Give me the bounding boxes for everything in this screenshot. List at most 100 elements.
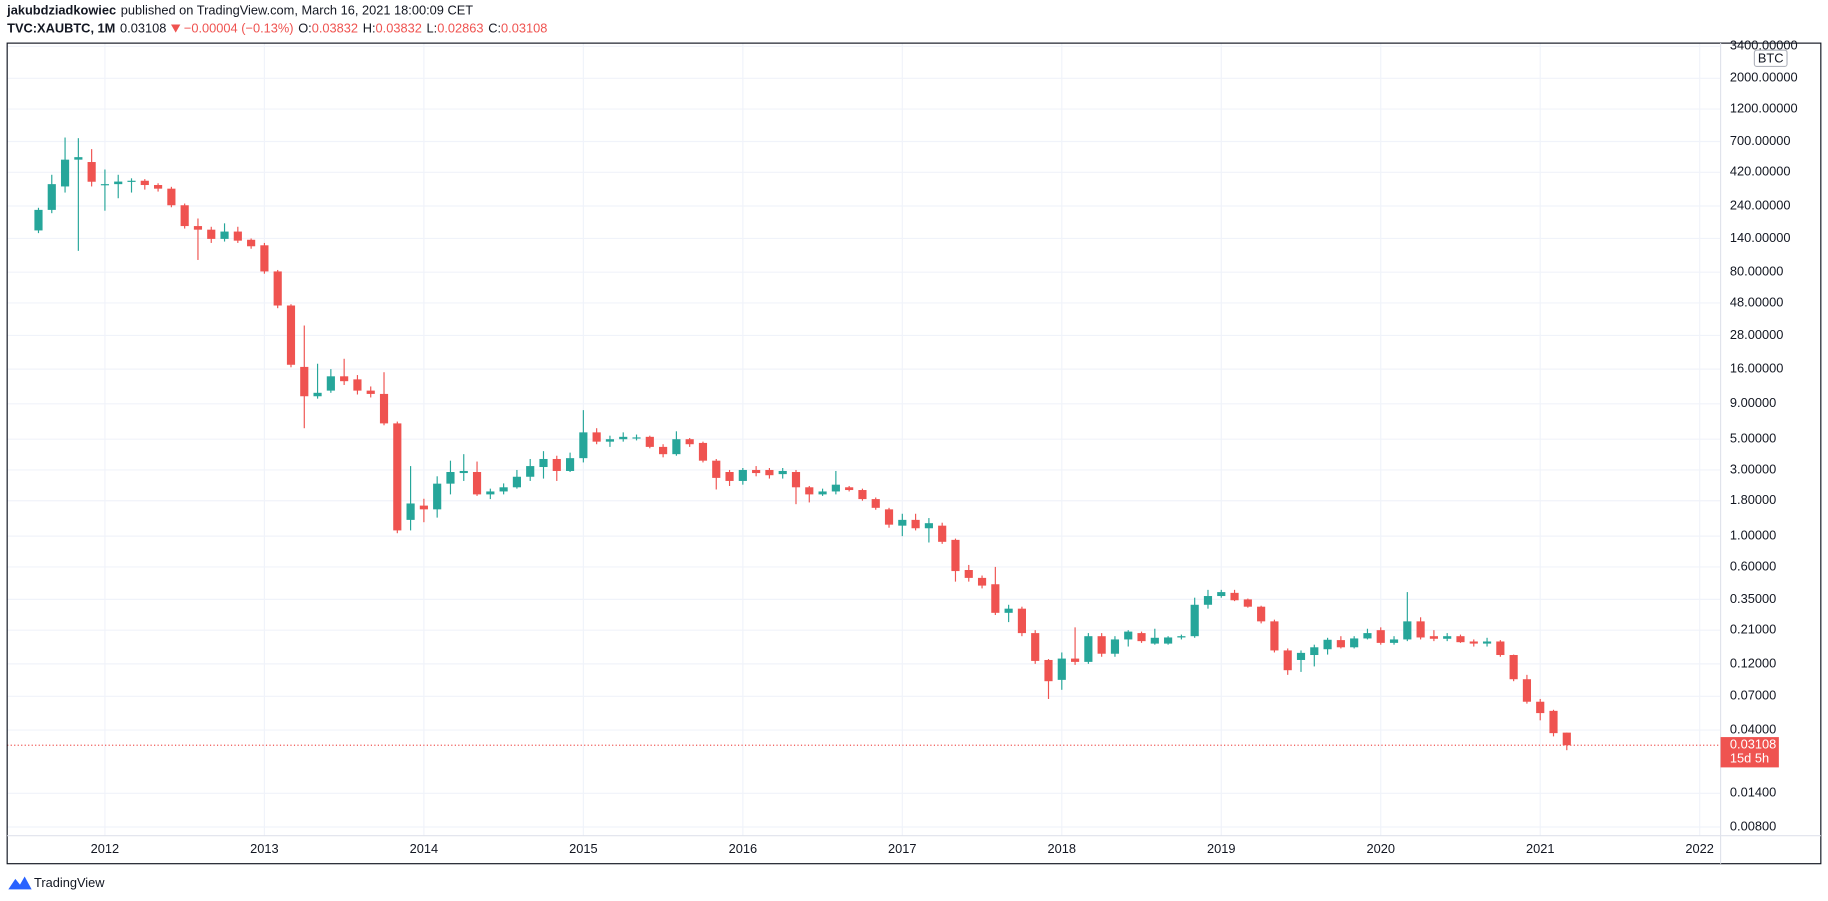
candle-body [672, 439, 681, 455]
candle-body [977, 577, 987, 586]
candle-body [1097, 636, 1106, 654]
candle-body [805, 487, 814, 495]
candle-body [74, 157, 83, 160]
legend-item: 0.03108 [120, 21, 166, 36]
candle-body [685, 439, 694, 445]
publish-line: jakubdziadkowiec published on TradingView… [6, 3, 473, 18]
candle-body [1429, 636, 1438, 639]
candle-body [114, 181, 123, 185]
x-tick-label: 2020 [1366, 841, 1395, 856]
legend-item: H: [363, 21, 376, 36]
candle-body [1443, 636, 1452, 639]
y-tick-label: 0.21000 [1730, 622, 1776, 637]
legend-item: TVC:XAUBTC, 1M [7, 21, 115, 36]
candle-body [898, 519, 907, 526]
legend-item: O: [298, 21, 312, 36]
y-tick-label: 2000.00000 [1730, 70, 1798, 85]
legend-item: C: [488, 21, 501, 36]
candle-body [1203, 596, 1213, 605]
candle-body [831, 484, 840, 492]
brand-name[interactable]: TradingView [34, 875, 105, 890]
y-tick-label: 5.00000 [1730, 431, 1776, 446]
candle-body [419, 505, 428, 510]
candle-body [818, 491, 827, 495]
candle-body [1350, 638, 1359, 648]
candle-body [326, 376, 335, 391]
candle-body [247, 239, 256, 247]
candle-body [1376, 630, 1385, 643]
candle-body [1177, 636, 1186, 638]
candle-body [592, 432, 601, 442]
candle-body [1283, 650, 1292, 671]
grid [7, 43, 1721, 836]
y-tick-label: 16.00000 [1730, 361, 1783, 376]
candle-body [1071, 658, 1080, 662]
candle-body [300, 366, 309, 397]
candle-body [752, 469, 761, 474]
y-tick-label: 700.00000 [1730, 133, 1791, 148]
y-tick-label: 48.00000 [1730, 294, 1783, 309]
candle-body [1057, 658, 1066, 680]
candle-body [1084, 636, 1093, 662]
x-tick-label: 2013 [250, 841, 279, 856]
header: jakubdziadkowiec published on TradingView… [6, 3, 547, 35]
chart-border [6, 42, 1822, 865]
candle-body [1044, 659, 1053, 682]
candle-body [1257, 606, 1266, 622]
candle-body [1110, 639, 1120, 654]
candle-body [379, 393, 389, 424]
candle-body [871, 499, 880, 508]
y-tick-label: 1.80000 [1730, 492, 1776, 507]
x-tick-label: 2015 [569, 841, 598, 856]
candle-body [1124, 631, 1133, 640]
countdown-label: 15d 5h [1730, 751, 1769, 766]
candle-body [100, 184, 110, 186]
published-info: published on TradingView.com, March 16, … [121, 3, 473, 18]
legend-item: −0.00004 (−0.13%) [184, 21, 294, 36]
legend-item: 0.03832 [312, 21, 358, 36]
candle-body [1004, 608, 1013, 613]
candle-body [1403, 621, 1412, 640]
candle-body [911, 519, 920, 529]
candle-body [659, 446, 668, 455]
unit-label: BTC [1758, 50, 1784, 65]
x-tick-label: 2014 [410, 841, 439, 856]
candle-body [858, 490, 867, 500]
candle-body [1389, 639, 1399, 643]
candle-body [512, 476, 521, 488]
y-tick-label: 3400.00000 [1730, 38, 1798, 53]
candle-body [1363, 633, 1372, 639]
candle-body [406, 503, 415, 520]
candle-body [645, 436, 654, 447]
y-tick-label: 0.00800 [1730, 818, 1776, 833]
candle-body [1017, 608, 1027, 634]
y-tick-label: 80.00000 [1730, 264, 1783, 279]
y-tick-label: 0.12000 [1730, 655, 1776, 670]
candle-body [791, 472, 801, 488]
candle-body [1509, 655, 1518, 680]
y-tick-label: 140.00000 [1730, 230, 1791, 245]
y-tick-label: 1.00000 [1730, 528, 1776, 543]
x-tick-label: 2021 [1526, 841, 1555, 856]
candle-body [1549, 710, 1558, 734]
candle-body [486, 491, 495, 495]
candle-body [207, 229, 216, 239]
axes: 3400.00000 2000.00000 1200.00000 700.00000 4… [6, 38, 1822, 865]
candle-body [140, 180, 149, 186]
candle-body [180, 205, 189, 227]
brand-logo [8, 876, 32, 890]
candle-body [951, 539, 960, 572]
candle-body [47, 184, 56, 210]
candle-body [1031, 633, 1040, 661]
candle-body [446, 472, 455, 484]
candle-body [884, 509, 894, 525]
candle-body [1217, 592, 1226, 597]
candle-body [605, 439, 615, 442]
candle-body [1190, 604, 1199, 637]
candle-body [193, 226, 203, 230]
candle-body [539, 458, 548, 468]
y-tick-label: 0.07000 [1730, 688, 1776, 703]
candle-body [778, 470, 787, 475]
candle-body [154, 185, 163, 189]
